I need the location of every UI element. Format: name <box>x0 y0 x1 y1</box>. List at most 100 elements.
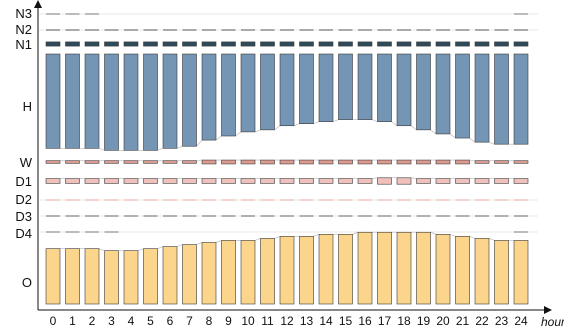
bar-d1-6 <box>162 178 178 184</box>
connector-line <box>469 236 476 239</box>
bar-h-14 <box>318 53 334 122</box>
bar-n1-14 <box>318 41 334 47</box>
connector-line <box>196 159 203 162</box>
x-tick-label: 4 <box>128 314 135 328</box>
bar-h-15 <box>338 53 353 120</box>
bar-n1-13 <box>299 41 314 47</box>
bar-n2-8 <box>202 29 216 31</box>
bar-h-24 <box>513 53 529 145</box>
bar-n1-0 <box>45 41 61 47</box>
category-label-o: O <box>22 275 32 290</box>
x-tick-label: 20 <box>436 314 450 328</box>
connector-line <box>410 125 417 131</box>
bar-h-9 <box>221 53 236 137</box>
bar-d1-23 <box>494 178 509 184</box>
bar-d1-16 <box>357 178 373 184</box>
bar-h-1 <box>65 53 80 149</box>
bar-n2-18 <box>397 29 411 31</box>
bar-w-22 <box>474 160 490 164</box>
bar-d2-9 <box>221 199 236 201</box>
x-tick-label: 21 <box>456 314 470 328</box>
bar-d3-8 <box>202 215 216 217</box>
bar-w-1 <box>65 160 80 164</box>
bar-d2-21 <box>455 199 470 201</box>
bar-d2-20 <box>436 199 450 201</box>
x-tick-label: 13 <box>300 314 314 328</box>
connector-line <box>488 141 495 145</box>
bar-o-18 <box>396 231 412 305</box>
bar-n2-16 <box>358 29 372 31</box>
bar-n1-19 <box>416 41 431 47</box>
bar-d3-22 <box>475 215 489 217</box>
bar-h-8 <box>201 53 217 141</box>
x-tick-label: 16 <box>358 314 372 328</box>
bar-n1-11 <box>260 41 275 47</box>
bar-o-10 <box>240 240 256 305</box>
bar-w-8 <box>201 159 217 165</box>
bar-h-5 <box>143 53 158 151</box>
bar-o-21 <box>455 236 470 305</box>
bar-d1-0 <box>45 178 61 184</box>
bar-d1-10 <box>240 178 256 184</box>
bar-d3-19 <box>416 215 431 217</box>
connector-line <box>98 248 105 252</box>
bar-n2-11 <box>260 29 275 31</box>
bar-n2-5 <box>143 29 158 31</box>
bar-d2-13 <box>299 199 314 201</box>
bar-h-19 <box>416 53 431 131</box>
x-tick-label: 23 <box>495 314 509 328</box>
bar-n2-22 <box>475 29 489 31</box>
bar-n2-12 <box>280 29 294 31</box>
bar-d3-20 <box>436 215 450 217</box>
bar-w-15 <box>338 159 353 165</box>
bar-d4-1 <box>65 231 80 233</box>
bar-d4-2 <box>85 231 99 233</box>
bar-d1-21 <box>455 178 470 184</box>
category-label-d4: D4 <box>15 226 32 241</box>
bar-o-11 <box>260 238 275 305</box>
bar-d3-17 <box>377 215 392 217</box>
bar-o-2 <box>84 248 100 305</box>
connector-line <box>352 231 359 235</box>
bar-h-13 <box>299 53 314 124</box>
bar-d3-0 <box>46 215 60 217</box>
bar-w-21 <box>455 159 470 165</box>
connector-line <box>469 159 476 162</box>
bar-n2-0 <box>46 29 60 31</box>
category-label-h: H <box>23 99 32 114</box>
bar-w-3 <box>104 160 119 164</box>
bar-w-11 <box>260 159 275 165</box>
x-tick-label: 10 <box>241 314 255 328</box>
x-axis-arrow <box>544 306 552 314</box>
bar-d4-3 <box>104 231 119 233</box>
bar-d2-0 <box>46 199 60 201</box>
bar-h-23 <box>494 53 509 145</box>
bar-d2-16 <box>358 199 372 201</box>
bar-d2-11 <box>260 199 275 201</box>
connector-line <box>215 240 222 243</box>
bar-o-12 <box>279 236 295 305</box>
connector-line <box>313 233 320 237</box>
bar-o-6 <box>162 246 178 305</box>
bar-d2-14 <box>319 199 333 201</box>
connector-line <box>137 248 144 252</box>
bar-d2-18 <box>397 199 411 201</box>
bar-h-3 <box>104 53 119 151</box>
bar-d2-3 <box>104 199 119 201</box>
bar-n2-19 <box>416 29 431 31</box>
bar-d1-14 <box>318 178 334 184</box>
bar-w-19 <box>416 159 431 165</box>
bar-n2-13 <box>299 29 314 31</box>
bar-d3-10 <box>241 215 255 217</box>
bar-n1-6 <box>162 41 178 47</box>
bar-d3-4 <box>124 215 138 217</box>
bar-d1-2 <box>84 178 100 184</box>
category-label-n3: N3 <box>15 6 32 21</box>
connector-line <box>430 231 437 235</box>
connector-line <box>313 121 320 125</box>
bar-d3-14 <box>319 215 333 217</box>
bar-n2-20 <box>436 29 450 31</box>
bar-o-24 <box>513 240 529 305</box>
bar-d2-17 <box>377 199 392 201</box>
